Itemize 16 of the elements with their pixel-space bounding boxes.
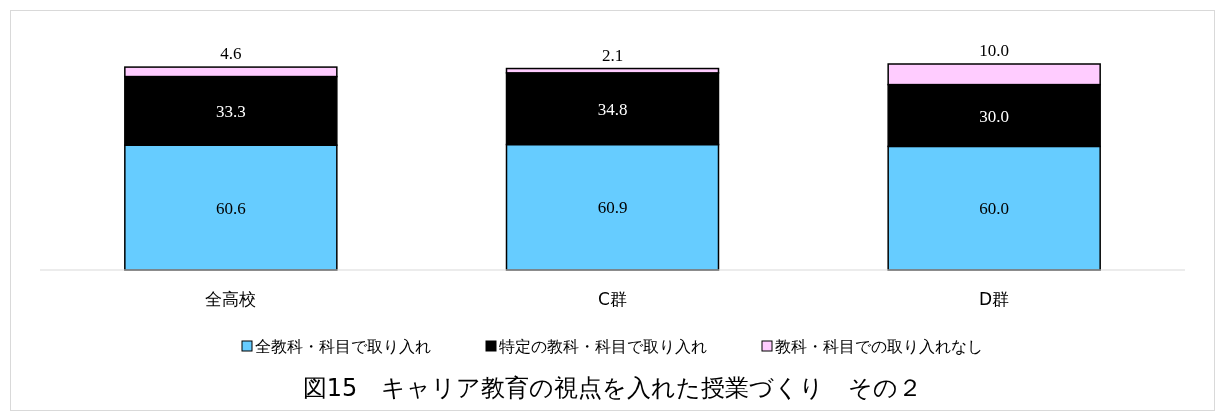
data-label: 60.0 [979,199,1010,219]
data-label: 60.9 [597,198,628,218]
x-tick-label: D群 [979,289,1010,309]
data-label: 2.1 [601,45,624,65]
x-tick-label: C群 [598,289,627,309]
text: 図15 キャリア教育の視点を入れた授業づくり その２ [302,374,923,402]
legend-label: 全教科・科目で取り入れ [255,337,431,356]
data-label: 34.8 [597,99,628,119]
legend-label: 特定の教科・科目で取り入れ [499,337,707,356]
legend-label: 教科・科目での取り入れなし [775,337,983,356]
data-label: 33.3 [215,101,246,121]
data-label: 4.6 [220,44,242,64]
x-tick-label: 全高校 [205,289,257,309]
data-label: 10.0 [979,41,1010,60]
data-label: 30.0 [979,106,1010,126]
data-label: 60.6 [215,198,246,218]
